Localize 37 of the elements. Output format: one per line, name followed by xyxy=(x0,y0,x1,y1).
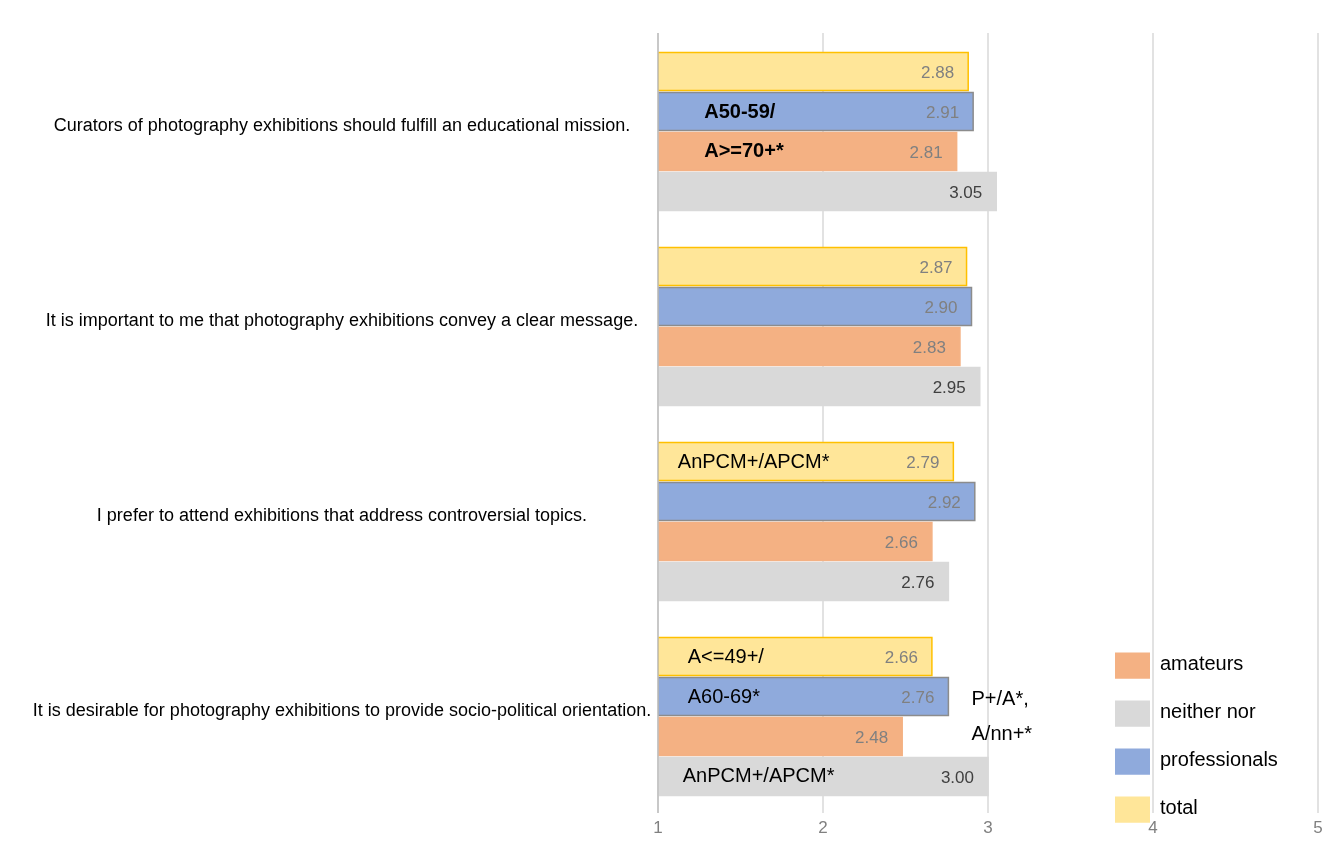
annotation: AnPCM+/APCM* xyxy=(677,449,830,475)
data-label: 2.79 xyxy=(906,452,940,472)
annotation: A>=70+* xyxy=(704,138,784,164)
y-tick-label: It is important to me that photography exhibitions convey a clear message. xyxy=(45,309,639,330)
legend-label: neither nor xyxy=(1160,700,1256,722)
data-label: 2.88 xyxy=(921,62,955,82)
data-label: 2.81 xyxy=(909,142,943,162)
x-tick-label: 1 xyxy=(653,818,663,838)
data-label: 2.90 xyxy=(924,297,958,317)
annotation: A50-59/ xyxy=(704,98,776,124)
x-tick-label: 3 xyxy=(983,818,993,838)
x-tick-label: 5 xyxy=(1313,818,1323,838)
y-tick-label: Curators of photography exhibitions should fulfill an educational mission. xyxy=(53,114,631,135)
legend-label: total xyxy=(1160,796,1198,818)
data-label: 2.95 xyxy=(932,377,966,397)
data-label: 2.83 xyxy=(912,337,946,357)
x-tick-label: 2 xyxy=(818,818,828,838)
annotation: A<=49+/ xyxy=(687,644,764,670)
data-label: 3.00 xyxy=(940,767,974,787)
y-tick-label: It is desirable for photography exhibitions to provide socio-political orientation. xyxy=(32,699,652,720)
data-label: 2.91 xyxy=(926,102,960,122)
annotation: P+/A*, xyxy=(971,685,1029,711)
annotation: A60-69* xyxy=(687,683,760,709)
annotation: A/nn+* xyxy=(971,721,1033,747)
legend-label: amateurs xyxy=(1160,652,1244,674)
y-tick-label: I prefer to attend exhibitions that address controversial topics. xyxy=(96,504,588,525)
data-label: 2.66 xyxy=(884,532,918,552)
annotation: AnPCM+/APCM* xyxy=(682,762,835,788)
data-label: 2.66 xyxy=(884,647,918,667)
data-label: 2.76 xyxy=(901,572,935,592)
data-label: 2.87 xyxy=(919,257,953,277)
data-label: 2.92 xyxy=(927,492,961,512)
data-label: 2.76 xyxy=(901,687,935,707)
data-label: 2.48 xyxy=(855,727,889,747)
legend-label: professionals xyxy=(1160,748,1278,770)
data-label: 3.05 xyxy=(949,182,983,202)
x-tick-label: 4 xyxy=(1148,818,1158,838)
